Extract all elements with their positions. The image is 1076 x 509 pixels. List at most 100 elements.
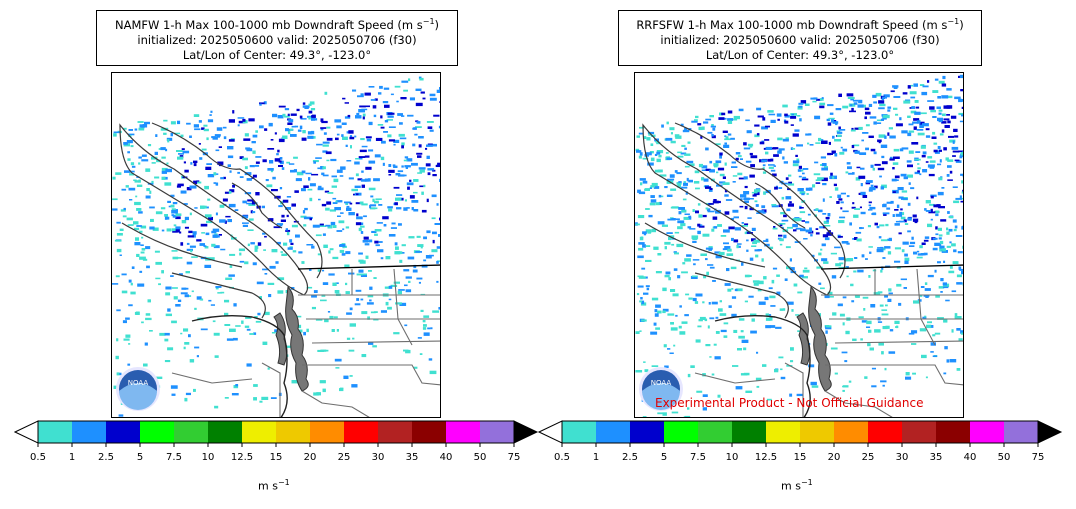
field-cell [869, 206, 876, 210]
field-cell [289, 128, 294, 131]
colorbar-tick-label: 5 [137, 452, 143, 463]
field-cell [361, 354, 367, 358]
field-cell [923, 252, 928, 256]
field-cell [193, 388, 196, 392]
field-cell [892, 167, 895, 170]
field-cell [185, 271, 190, 274]
field-cell [943, 286, 949, 289]
field-cell [193, 114, 200, 117]
field-cell [171, 287, 178, 289]
field-cell [910, 110, 917, 114]
field-cell [207, 119, 214, 123]
field-cell [228, 274, 235, 277]
field-cell [779, 223, 783, 227]
field-cell [801, 193, 805, 196]
field-cell [784, 113, 788, 117]
field-cell [866, 320, 872, 325]
field-cell [880, 144, 888, 148]
field-cell [667, 218, 674, 221]
field-cell [960, 89, 963, 92]
field-cell [777, 150, 782, 154]
field-cell [204, 185, 209, 190]
field-cell [388, 164, 392, 167]
field-cell [719, 313, 727, 316]
field-cell [931, 136, 937, 139]
colorbar-swatch [630, 421, 665, 443]
field-cell [727, 118, 733, 121]
field-cell [866, 326, 871, 328]
field-cell [908, 150, 914, 154]
field-cell [876, 119, 882, 122]
field-cell [707, 131, 713, 134]
field-cell [290, 169, 295, 173]
field-cell [728, 305, 732, 308]
field-cell [313, 290, 318, 293]
field-cell [830, 172, 833, 177]
field-cell [367, 294, 374, 298]
field-cell [881, 351, 884, 355]
field-cell [224, 220, 227, 224]
field-cell [247, 199, 254, 202]
field-cell [656, 141, 661, 145]
field-cell [172, 256, 179, 260]
field-cell [224, 397, 229, 399]
field-cell [334, 358, 342, 362]
field-cell [118, 372, 122, 376]
field-cell [344, 245, 347, 248]
field-cell [882, 96, 887, 99]
field-cell [279, 161, 284, 165]
field-cell [901, 130, 908, 134]
field-cell [332, 256, 339, 260]
colorbar-swatch [868, 421, 903, 443]
field-cell [726, 268, 730, 272]
field-cell [818, 209, 823, 213]
field-cell [664, 246, 667, 250]
field-cell [762, 171, 767, 174]
field-cell [179, 231, 182, 234]
field-cell [877, 139, 882, 143]
field-cell [324, 190, 330, 193]
field-cell [798, 102, 804, 105]
field-cell [778, 356, 784, 359]
field-cell [725, 199, 733, 201]
field-cell [910, 96, 916, 99]
field-cell [927, 274, 934, 278]
field-cell [781, 196, 785, 200]
field-cell [797, 115, 801, 117]
field-cell [705, 247, 713, 250]
field-cell [642, 416, 647, 417]
title-unit-exponent: −1 [422, 17, 435, 26]
field-cell [188, 230, 193, 234]
field-cell [268, 122, 273, 127]
field-cell [413, 366, 418, 369]
field-cell [361, 273, 367, 276]
field-cell [417, 172, 422, 174]
field-cell [955, 197, 962, 200]
field-cell [441, 248, 442, 251]
field-cell [769, 246, 774, 249]
field-cell [694, 119, 698, 121]
panel-title-rrfsfw: RRFSFW 1-h Max 100-1000 mb Downdraft Spe… [618, 10, 982, 66]
field-cell [235, 384, 239, 387]
field-cell [828, 141, 831, 145]
field-cell [324, 318, 329, 323]
field-cell [685, 293, 690, 296]
field-cell [302, 130, 306, 134]
field-cell [910, 84, 914, 87]
field-cell [884, 246, 891, 249]
field-cell [914, 158, 921, 161]
field-cell [681, 186, 688, 189]
field-cell [155, 211, 163, 215]
field-cell [333, 316, 338, 319]
field-cell [765, 325, 771, 329]
field-cell [291, 203, 296, 207]
field-cell [708, 302, 711, 305]
field-cell [113, 385, 117, 389]
field-cell [219, 204, 225, 208]
field-cell [718, 251, 725, 256]
field-cell [790, 116, 797, 119]
field-cell [790, 147, 794, 150]
field-cell [815, 228, 819, 230]
field-cell [827, 152, 831, 156]
field-cell [170, 121, 176, 125]
